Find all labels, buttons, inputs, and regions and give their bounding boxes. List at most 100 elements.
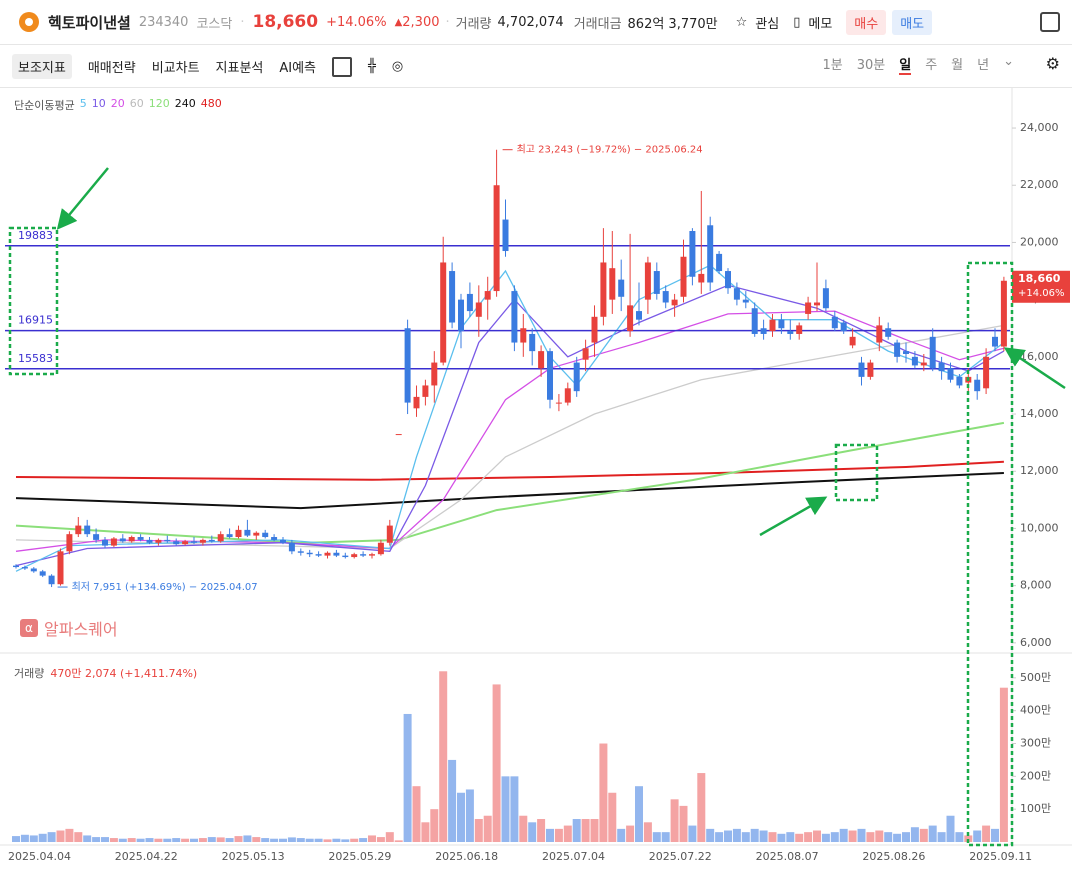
volume-bar [537,819,546,842]
x-tick-label: 2025.08.26 [862,850,925,863]
tool[interactable]: 비교차트 [151,61,200,76]
candle-body [903,351,909,354]
volume-bar [741,832,750,842]
volume-bar [902,832,910,842]
candle-body [369,554,375,556]
ma-legend-item[interactable]: 240 [174,97,196,110]
period[interactable]: 일 [899,54,912,75]
candle-body [618,279,625,297]
period[interactable]: 1분 [822,58,843,73]
ma-legend: 단순이동평균 5 10 20 60 120 240 480 [14,97,222,113]
volume-bar [928,825,937,842]
tool[interactable]: 지표분석 [215,61,264,76]
candle-body [956,376,963,386]
level-label: 19883 [18,229,53,242]
period[interactable]: 주 [925,58,938,73]
candle-icon[interactable]: ╬ [368,59,376,74]
volume-bar [688,825,697,842]
candle-body [288,542,295,552]
volume-bar [359,838,368,842]
period[interactable]: 년 [977,58,990,73]
change: 2,300 [402,14,440,30]
memo-button[interactable]: 메모 [808,16,833,32]
volume-bar [190,838,198,842]
buy-button[interactable]: 매수 [846,9,887,35]
volume-tick-label: 100만 [1020,802,1051,815]
volume-bar [457,792,465,842]
period[interactable]: 월 [951,58,964,73]
volume-bar [296,838,305,842]
ma-legend-item[interactable]: 10 [91,97,106,110]
ma-legend-item[interactable]: 60 [129,97,144,110]
candle-body [609,268,616,300]
volume-bar [715,832,724,842]
candle-body [324,552,331,556]
candle-body [698,273,705,283]
volume-tick-label: 200만 [1020,769,1051,782]
volume-legend: 거래량 470만 2,074 (+1,411.74%) [14,665,197,681]
candle-body [840,322,847,332]
arrow [759,496,828,537]
volume-bar [323,839,332,842]
candle-body [226,534,233,538]
candle-body [644,262,651,300]
volume-bar [332,838,341,842]
market: 코스닥 [196,16,233,32]
volume-bar [706,828,715,842]
x-tick-label: 2025.07.04 [542,850,605,863]
ma-legend-item[interactable]: 5 [79,97,87,110]
volume-bar [937,832,946,842]
candle-body [725,271,731,289]
ma-legend-item[interactable]: 20 [110,97,125,110]
ma-legend-item[interactable]: 480 [200,97,222,110]
candle-body [894,342,901,357]
candle-body [582,348,589,360]
sell-button[interactable]: 매도 [892,9,933,35]
candle-body [449,271,456,323]
volume-bar [795,833,804,842]
watch-button[interactable]: 관심 [755,16,780,32]
stock-name[interactable]: 헥토파이낸셜 [48,13,131,32]
candle-body [119,538,126,542]
ma-legend-item[interactable]: 120 [148,97,170,110]
volume-bar [439,671,448,842]
volume-bar [65,828,74,842]
camera-icon[interactable]: ◎ [391,59,404,74]
candle-body [306,552,313,555]
candle-body [671,299,678,306]
amount: 862억 3,770만 [627,16,718,32]
volume-bar [154,838,163,842]
volume-bar [768,832,777,842]
volume-bar [430,809,439,842]
tool[interactable]: 매매전략 [87,61,136,76]
layout-toggle[interactable] [1040,12,1060,32]
tool[interactable]: AI예측 [279,61,317,76]
volume-bar [109,838,118,842]
volume-bar [145,838,154,842]
settings-icon[interactable]: ⚙ [1045,54,1060,73]
period[interactable]: 30분 [856,58,886,73]
candle-body [422,385,429,397]
volume-bar [12,836,20,842]
candle-body [849,336,856,346]
ma-line [15,460,1004,481]
volume-bar [368,835,376,842]
volume-bar [875,830,884,842]
tool[interactable]: 보조지표 [12,54,72,79]
volume-bar [234,836,243,842]
volume-bar [626,825,635,842]
checkbox[interactable] [332,56,353,77]
ma-line [15,264,1005,572]
volume-bar [608,792,617,842]
volume-bar [964,835,973,842]
periods: 1분 30분 일 주 월 년 ⌄ [822,54,1014,75]
volume-bar [118,838,127,842]
volume-bar [181,838,190,842]
candle-body [929,336,936,369]
volume-label: 거래량 [455,16,492,32]
volume-bar [848,830,857,842]
candle-body [208,539,215,542]
volume-bar [839,828,848,842]
volume-bar [47,832,56,842]
candle-body [102,539,108,546]
